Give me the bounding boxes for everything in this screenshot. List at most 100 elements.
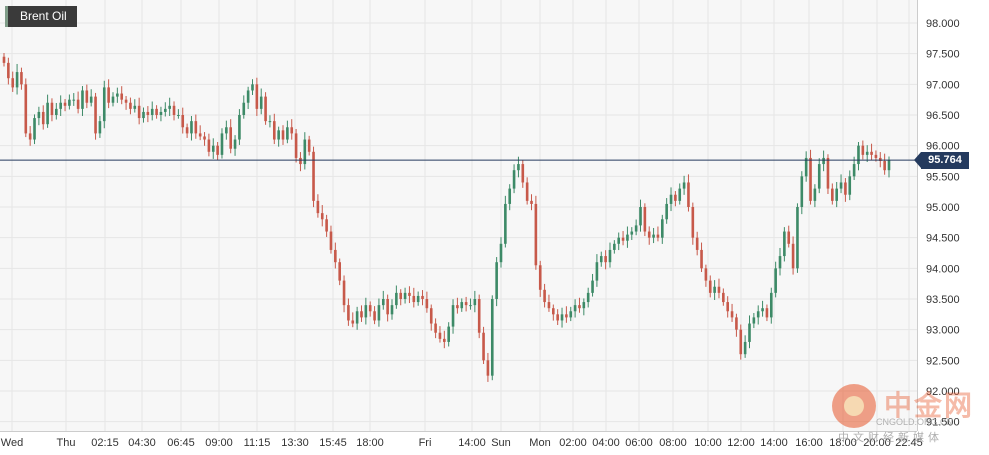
candle-body xyxy=(586,292,590,303)
candle-body xyxy=(133,105,137,109)
candle-body xyxy=(15,72,19,88)
candle-body xyxy=(547,302,551,309)
candle-body xyxy=(565,314,568,318)
candle-body xyxy=(669,194,673,204)
candle-body xyxy=(307,139,311,152)
x-tick-label: 12:00 xyxy=(727,437,755,449)
x-tick-label: Thu xyxy=(57,437,76,449)
candle-body xyxy=(246,90,250,103)
plot-background xyxy=(0,0,917,431)
candle-body xyxy=(28,133,32,140)
candle-body xyxy=(364,305,368,318)
candle-body xyxy=(831,188,834,201)
candle-body xyxy=(804,157,808,177)
candle-body xyxy=(717,286,721,293)
x-tick-label: 11:15 xyxy=(244,437,271,449)
candle-body xyxy=(473,299,477,306)
candle-body xyxy=(124,99,128,103)
x-tick-label: 13:30 xyxy=(281,437,309,449)
candle-body xyxy=(111,96,115,103)
candle-body xyxy=(81,90,84,109)
candle-body xyxy=(743,341,747,355)
candle-body xyxy=(41,111,45,125)
candle-body xyxy=(486,360,490,376)
candle-body xyxy=(395,292,398,306)
candle-body xyxy=(408,292,411,296)
candle-body xyxy=(613,243,616,250)
chart-title: Brent Oil xyxy=(5,6,77,27)
candle-body xyxy=(264,96,267,122)
x-tick-label: 02:15 xyxy=(91,437,119,449)
candle-body xyxy=(2,56,6,63)
candle-body xyxy=(756,311,760,318)
candle-body xyxy=(334,249,337,263)
candle-body xyxy=(181,115,185,128)
candle-body xyxy=(735,317,738,330)
candle-body xyxy=(198,133,202,137)
y-tick-label: 95.500 xyxy=(926,171,960,183)
candle-body xyxy=(582,302,586,309)
watermark-en-text: CNGOLD.ORG.CN xyxy=(876,417,954,427)
candle-body xyxy=(656,234,660,238)
candle-body xyxy=(116,93,119,97)
candle-body xyxy=(268,121,272,123)
candle-body xyxy=(168,105,171,109)
y-tick-label: 97.000 xyxy=(926,79,960,91)
candle-body xyxy=(460,302,464,309)
candle-body xyxy=(451,305,455,327)
candle-body xyxy=(347,305,350,321)
candle-body xyxy=(695,237,699,250)
x-tick-label: 08:00 xyxy=(659,437,687,449)
y-tick-label: 98.000 xyxy=(926,18,960,30)
candle-body xyxy=(739,329,743,355)
candle-body xyxy=(85,90,89,103)
candle-body xyxy=(438,332,442,339)
candle-body xyxy=(800,176,804,207)
watermark-coin-icon xyxy=(832,384,876,428)
candle-body xyxy=(277,130,280,140)
candle-body xyxy=(412,295,416,303)
candle-body xyxy=(639,207,642,226)
candle-body xyxy=(508,188,512,204)
candle-body xyxy=(765,308,769,318)
candle-body xyxy=(865,151,869,155)
y-tick-label: 94.500 xyxy=(926,233,960,245)
candle-body xyxy=(177,115,180,116)
candle-body xyxy=(386,299,389,315)
candle-body xyxy=(490,299,494,376)
candle-body xyxy=(525,182,529,201)
candle-body xyxy=(281,130,285,140)
candle-body xyxy=(674,194,677,201)
candle-body xyxy=(33,118,36,140)
candle-body xyxy=(355,311,359,324)
x-tick-label: 16:00 xyxy=(795,437,823,449)
candle-body xyxy=(368,305,372,312)
candle-body xyxy=(861,145,865,155)
candle-body xyxy=(429,308,433,324)
candle-body xyxy=(120,93,124,100)
y-tick-label: 96.000 xyxy=(926,141,960,153)
candle-body xyxy=(604,256,607,263)
candle-body xyxy=(691,207,695,238)
candle-body xyxy=(233,139,237,149)
candle-body xyxy=(857,145,860,165)
candle-body xyxy=(403,292,407,299)
x-tick-label: 04:00 xyxy=(592,437,620,449)
x-tick-label: 02:00 xyxy=(559,437,587,449)
candle-body xyxy=(621,237,625,241)
candle-body xyxy=(242,102,246,115)
candle-body xyxy=(687,182,690,207)
candle-body xyxy=(107,87,110,103)
candle-body xyxy=(835,188,838,201)
candle-body xyxy=(59,102,62,109)
y-tick-label: 96.500 xyxy=(926,110,960,122)
x-tick-label: Sun xyxy=(491,437,511,449)
candle-body xyxy=(726,302,730,312)
candle-body xyxy=(312,151,315,201)
candle-body xyxy=(708,280,712,293)
candle-body xyxy=(220,133,224,155)
candle-body xyxy=(286,127,289,140)
candle-body xyxy=(155,108,158,115)
candle-body xyxy=(272,121,276,140)
